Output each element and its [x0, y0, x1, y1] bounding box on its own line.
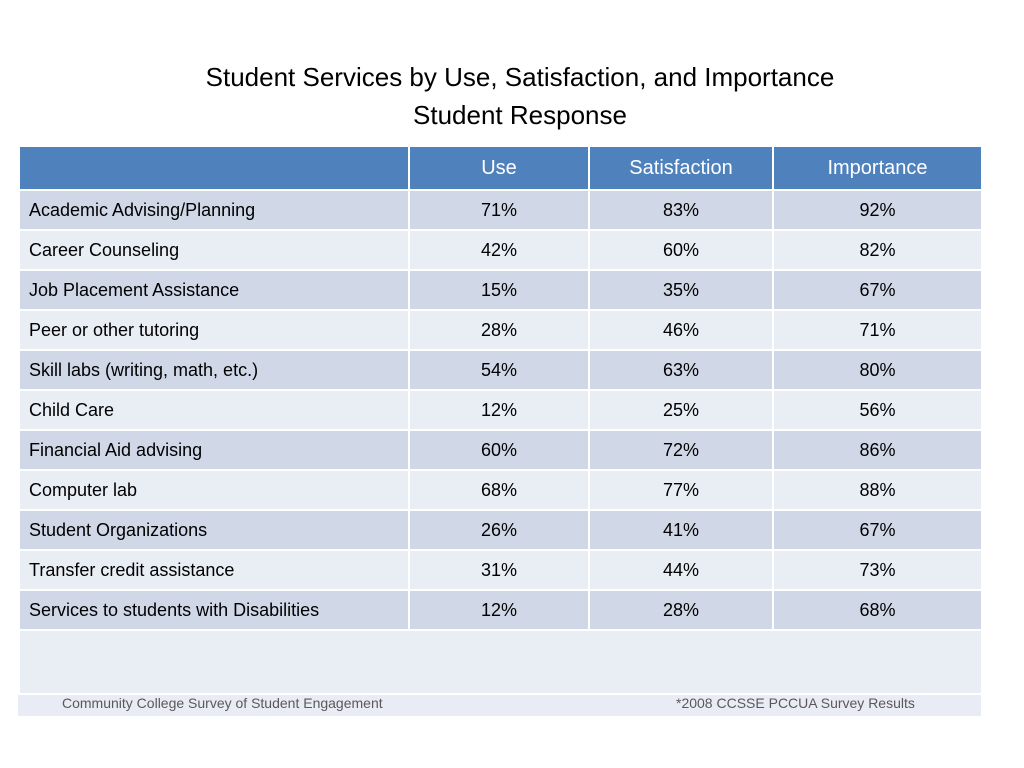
cell-use: 15%	[408, 269, 590, 311]
cell-use: 68%	[408, 469, 590, 511]
cell-use: 31%	[408, 549, 590, 591]
table-row: Financial Aid advising 60% 72% 86%	[18, 429, 983, 471]
cell-satisfaction: 77%	[588, 469, 774, 511]
cell-importance: 80%	[772, 349, 983, 391]
table-row: Peer or other tutoring 28% 46% 71%	[18, 309, 983, 351]
cell-use: 54%	[408, 349, 590, 391]
header-use: Use	[408, 145, 590, 191]
cell-use: 12%	[408, 389, 590, 431]
cell-use: 28%	[408, 309, 590, 351]
table-row: Job Placement Assistance 15% 35% 67%	[18, 269, 983, 311]
table-row: Career Counseling 42% 60% 82%	[18, 229, 983, 271]
cell-use: 42%	[408, 229, 590, 271]
cell-service: Financial Aid advising	[18, 429, 410, 471]
cell-importance: 88%	[772, 469, 983, 511]
header-satisfaction: Satisfaction	[588, 145, 774, 191]
cell-importance: 82%	[772, 229, 983, 271]
cell-service: Computer lab	[18, 469, 410, 511]
cell-use: 26%	[408, 509, 590, 551]
cell-satisfaction: 25%	[588, 389, 774, 431]
header-service	[18, 145, 410, 191]
title-line-1: Student Services by Use, Satisfaction, a…	[205, 62, 835, 92]
footer-source: Community College Survey of Student Enga…	[62, 695, 383, 711]
cell-use: 60%	[408, 429, 590, 471]
cell-service: Student Organizations	[18, 509, 410, 551]
header-importance: Importance	[772, 145, 983, 191]
cell-importance: 68%	[772, 589, 983, 631]
table-row-blank	[18, 629, 983, 695]
cell-service: Transfer credit assistance	[18, 549, 410, 591]
page-title: Student Services by Use, Satisfaction, a…	[0, 58, 1024, 134]
title-line-2: Student Response	[413, 100, 627, 130]
footer-note: *2008 CCSSE PCCUA Survey Results	[676, 695, 915, 711]
services-table-container: Use Satisfaction Importance Academic Adv…	[18, 145, 983, 716]
cell-service: Academic Advising/Planning	[18, 189, 410, 231]
blank-cell	[18, 629, 983, 695]
cell-satisfaction: 35%	[588, 269, 774, 311]
cell-service: Services to students with Disabilities	[18, 589, 410, 631]
cell-service: Job Placement Assistance	[18, 269, 410, 311]
cell-service: Peer or other tutoring	[18, 309, 410, 351]
table-row: Services to students with Disabilities 12…	[18, 589, 983, 631]
cell-importance: 73%	[772, 549, 983, 591]
cell-satisfaction: 46%	[588, 309, 774, 351]
table-row: Transfer credit assistance 31% 44% 73%	[18, 549, 983, 591]
cell-satisfaction: 60%	[588, 229, 774, 271]
cell-satisfaction: 83%	[588, 189, 774, 231]
cell-use: 71%	[408, 189, 590, 231]
services-table: Use Satisfaction Importance Academic Adv…	[18, 145, 983, 695]
cell-importance: 92%	[772, 189, 983, 231]
cell-importance: 67%	[772, 509, 983, 551]
table-row: Academic Advising/Planning 71% 83% 92%	[18, 189, 983, 231]
cell-importance: 86%	[772, 429, 983, 471]
cell-satisfaction: 41%	[588, 509, 774, 551]
cell-service: Skill labs (writing, math, etc.)	[18, 349, 410, 391]
table-row: Student Organizations 26% 41% 67%	[18, 509, 983, 551]
cell-satisfaction: 72%	[588, 429, 774, 471]
cell-use: 12%	[408, 589, 590, 631]
table-row: Child Care 12% 25% 56%	[18, 389, 983, 431]
cell-satisfaction: 63%	[588, 349, 774, 391]
cell-service: Child Care	[18, 389, 410, 431]
cell-satisfaction: 28%	[588, 589, 774, 631]
table-row: Skill labs (writing, math, etc.) 54% 63% 80…	[18, 349, 983, 391]
cell-satisfaction: 44%	[588, 549, 774, 591]
cell-importance: 67%	[772, 269, 983, 311]
table-header-row: Use Satisfaction Importance	[18, 145, 983, 191]
cell-importance: 56%	[772, 389, 983, 431]
table-row: Computer lab 68% 77% 88%	[18, 469, 983, 511]
cell-service: Career Counseling	[18, 229, 410, 271]
cell-importance: 71%	[772, 309, 983, 351]
